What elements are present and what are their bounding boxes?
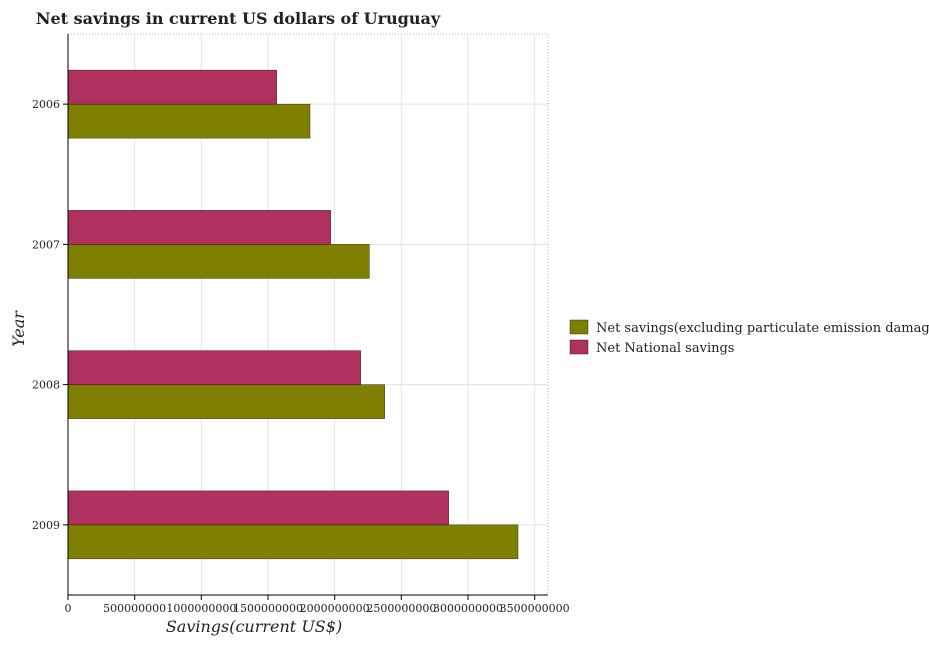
- bar-net-national-savings-2006: [67, 69, 277, 105]
- legend-label: Net National savings: [596, 341, 734, 356]
- chart-title: Net savings in current US dollars of Uru…: [36, 9, 441, 28]
- bar-net-national-savings-2009: [67, 490, 449, 526]
- axis-layer: 0 500000000 100000000015000000002000000000…: [32, 34, 570, 615]
- y-tick-label: 2007: [32, 238, 60, 251]
- bar-net-savings-excl-2008: [67, 384, 385, 419]
- bar-net-national-savings-2008: [67, 350, 361, 385]
- legend: Net savings(excluding particulate emissi…: [569, 319, 929, 356]
- x-tick-label: 500000000: [103, 602, 166, 615]
- x-tick-label: 3500000000: [500, 602, 570, 615]
- y-tick-label: 2008: [32, 379, 60, 392]
- y-tick-label: 2006: [32, 98, 60, 111]
- x-tick-label: 3000000000: [433, 602, 503, 615]
- x-tick-label: 1500000000: [233, 602, 303, 615]
- legend-swatch: [569, 319, 589, 335]
- y-tick-label: 2009: [32, 519, 60, 532]
- x-tick-label: 0: [65, 602, 72, 615]
- y-axis-label: Year: [9, 310, 28, 347]
- x-axis-label: Savings(current US$): [166, 617, 342, 636]
- x-tick-label: 2000000000: [300, 602, 370, 615]
- bar-net-savings-excl-2007: [67, 244, 370, 279]
- bar-net-savings-excl-2009: [67, 524, 519, 560]
- bar-net-national-savings-2007: [67, 210, 331, 245]
- x-tick-label: 1000000000: [166, 602, 236, 615]
- legend-swatch: [569, 339, 589, 355]
- bar-net-savings-excl-2006: [67, 103, 311, 139]
- x-tick-label: 2500000000: [366, 602, 436, 615]
- legend-label: Net savings(excluding particulate emissi…: [596, 321, 929, 336]
- bars-layer: [67, 69, 519, 560]
